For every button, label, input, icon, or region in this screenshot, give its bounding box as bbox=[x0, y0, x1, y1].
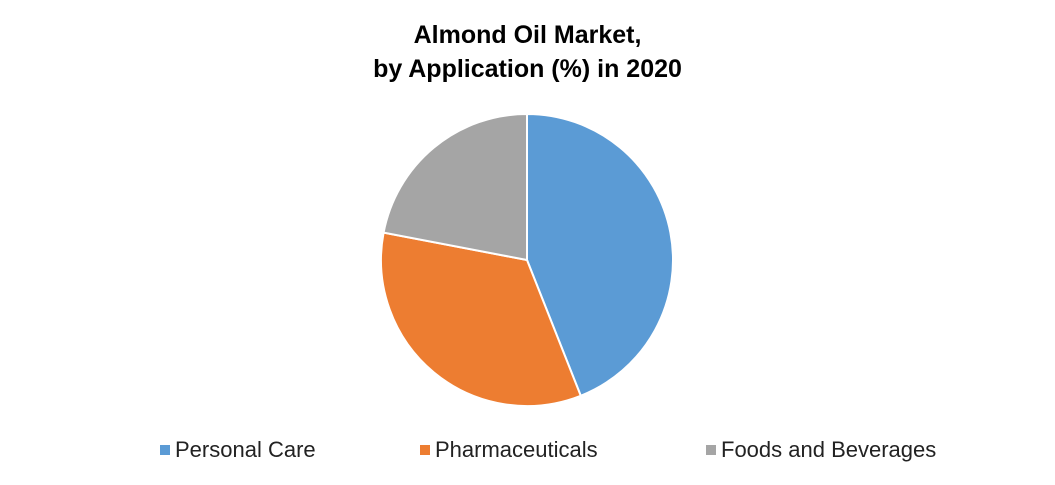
legend-label: Pharmaceuticals bbox=[435, 437, 598, 462]
legend-label: Foods and Beverages bbox=[721, 437, 936, 462]
legend-label: Personal Care bbox=[175, 437, 316, 462]
pie-slice bbox=[382, 112, 528, 262]
legend-swatch bbox=[420, 445, 430, 455]
pie-slice bbox=[380, 231, 583, 407]
pie-slice bbox=[526, 112, 674, 398]
chart-title: Almond Oil Market, by Application (%) in… bbox=[373, 21, 682, 83]
legend-swatch bbox=[160, 445, 170, 455]
legend-swatch bbox=[706, 445, 716, 455]
